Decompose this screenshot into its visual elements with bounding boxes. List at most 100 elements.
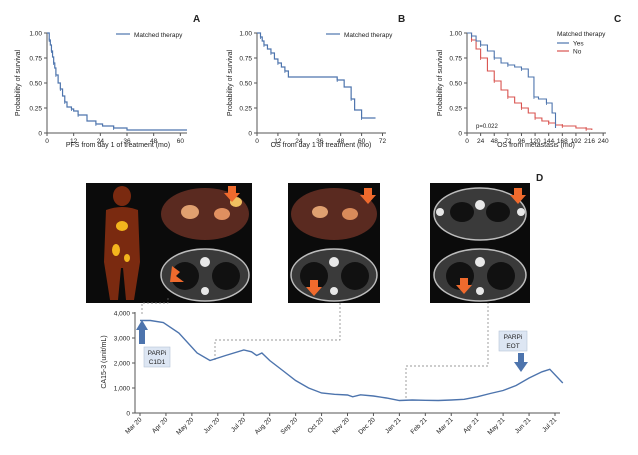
- x-tick-label-b: 48: [337, 138, 345, 145]
- km-curve-b-matched: [257, 32, 376, 119]
- pet-mip-uptake-1: [116, 221, 128, 231]
- x-tick-label-d: Jun 20: [202, 416, 221, 435]
- censor-marks-b: [260, 35, 362, 120]
- x-tick-label-c: 216: [584, 138, 595, 145]
- lesion-arrow-3a: [510, 188, 526, 204]
- ct-lung-right-3b: [487, 262, 515, 290]
- y-axis-title-a: Probability of survival: [15, 49, 22, 116]
- ct-vessel-3a: [475, 200, 485, 210]
- pet-ct-uptake-4: [312, 206, 328, 218]
- x-axis-title-c: OS from metastasis (mo): [497, 142, 575, 149]
- ca15-3-chart: 0 1,000 2,000 3,000 4,000 Mar 20 Apr 20 May 20 J…: [101, 296, 564, 436]
- ct-lung-right-1: [212, 262, 240, 290]
- x-tick-label-d: Mar 21: [435, 416, 455, 436]
- parpi-start-arrow: [136, 320, 148, 344]
- leader-line-1: [141, 296, 169, 314]
- ct-bone-3a-left: [436, 208, 444, 216]
- km-panel-b: B 0 12 24 36 48 60 72 0 0.25 0.50 0.75 1.00 Matched…: [227, 14, 405, 149]
- y-tick-label-c: 0.25: [449, 105, 462, 112]
- x-tick-label-b: 12: [274, 138, 282, 145]
- x-tick-label-c: 168: [557, 138, 568, 145]
- x-tick-label-d: Jun 21: [514, 416, 533, 435]
- parpi-eot-arrow: [514, 353, 528, 372]
- x-tick-label-d: Aug 20: [254, 416, 274, 436]
- scan-group-2: [288, 183, 380, 303]
- x-tick-label-d: Apr 21: [462, 416, 481, 435]
- pet-mip-uptake-3: [124, 254, 130, 262]
- legend-label-b: Matched therapy: [344, 32, 393, 39]
- x-tick-label-c: 96: [518, 138, 526, 145]
- y-tick-label-b: 0: [248, 130, 252, 137]
- x-tick-label-a: 12: [70, 138, 78, 145]
- y-tick-label-d: 0: [126, 410, 130, 417]
- x-axis-title-b: OS from day 1 of treatment (mo): [271, 142, 372, 149]
- lesion-arrow-3b: [456, 278, 472, 294]
- y-tick-label-c: 0.50: [449, 80, 462, 87]
- legend-label-c-no: No: [573, 49, 582, 56]
- x-tick-label-d: Dec 20: [357, 416, 377, 436]
- legend-label-c-yes: Yes: [573, 41, 584, 48]
- x-tick-label-c: 192: [571, 138, 582, 145]
- scan-group-3: [430, 183, 530, 303]
- ct-lung-left-2: [300, 262, 328, 290]
- ct-spine-3b: [476, 287, 484, 295]
- y-tick-label-a: 0.50: [29, 80, 42, 87]
- parpi-eot-label-line1: PARPi: [504, 334, 523, 341]
- x-tick-label-c: 240: [598, 138, 609, 145]
- ct-vessel-3b: [475, 257, 485, 267]
- km-panel-a: A 0 12 24 36 48 60 0 0.25 0.50 0.75 1.00 Matched t…: [15, 14, 200, 149]
- panel-letter-d: D: [536, 173, 543, 184]
- legend-label-a: Matched therapy: [134, 32, 183, 39]
- x-tick-label-a: 24: [97, 138, 105, 145]
- leader-line-2: [214, 303, 341, 360]
- pet-ct-uptake-1: [181, 205, 199, 219]
- x-tick-label-d: Oct 20: [306, 416, 325, 435]
- censor-marks-c-yes: [471, 34, 547, 105]
- x-tick-label-c: 48: [491, 138, 499, 145]
- x-tick-label-d: Feb 21: [409, 416, 429, 436]
- panel-letter-b: B: [398, 14, 405, 25]
- lesion-arrow-2a: [360, 188, 376, 204]
- x-tick-label-d: Jan 21: [384, 416, 403, 435]
- x-tick-label-c: 0: [465, 138, 469, 145]
- pet-mip-torso: [104, 207, 140, 300]
- km-panel-c: C 0 24 48 72 96 120 144 168 192 216 240 0 0.25 0.50 0.…: [437, 14, 621, 149]
- y-axis-title-c: Probability of survival: [437, 49, 444, 116]
- pet-ct-body-1: [161, 188, 249, 240]
- pet-ct-uptake-2: [214, 208, 230, 220]
- x-axis-title-a: PFS from day 1 of treatment (mo): [66, 142, 170, 149]
- x-tick-label-b: 72: [379, 138, 387, 145]
- x-tick-label-a: 36: [123, 138, 131, 145]
- x-tick-label-a: 60: [177, 138, 185, 145]
- x-tick-label-c: 120: [530, 138, 541, 145]
- ct-vessel-1: [200, 257, 210, 267]
- parpi-start-label-line2: C1D1: [149, 359, 166, 366]
- x-tick-label-d: May 21: [487, 416, 507, 436]
- ticks-a: 0 12 24 36 48 60 0 0.25 0.50 0.75 1.00: [29, 30, 184, 145]
- pet-mip-head: [113, 186, 131, 206]
- lesion-arrow-2b: [306, 280, 322, 296]
- lesion-arrow-1a: [224, 186, 240, 202]
- y-tick-label-d: 2,000: [114, 360, 131, 367]
- ct-bone-3a-right: [517, 208, 525, 216]
- y-tick-label-b: 0.50: [239, 80, 252, 87]
- x-tick-label-a: 48: [150, 138, 158, 145]
- ct-body-3a: [433, 187, 527, 241]
- ct-lung-right-3a: [486, 202, 510, 222]
- legend-title-c: Matched therapy: [557, 31, 606, 38]
- pet-mip-uptake-2: [112, 244, 120, 256]
- lesion-arrow-1b: [170, 266, 184, 282]
- parpi-eot-label-box: [498, 330, 528, 352]
- x-tick-label-a: 0: [45, 138, 49, 145]
- y-tick-label-a: 0: [38, 130, 42, 137]
- x-tick-label-d: Apr 20: [151, 416, 170, 435]
- y-tick-label-b: 1.00: [239, 30, 252, 37]
- parpi-start-label-line1: PARPi: [148, 350, 167, 357]
- ct-spine-1: [201, 287, 209, 295]
- ct-lung-left-3a: [450, 202, 474, 222]
- censor-marks-a: [48, 38, 115, 130]
- x-tick-label-d: Mar 20: [124, 416, 144, 436]
- y-tick-label-a: 1.00: [29, 30, 42, 37]
- y-tick-label-c: 0: [458, 130, 462, 137]
